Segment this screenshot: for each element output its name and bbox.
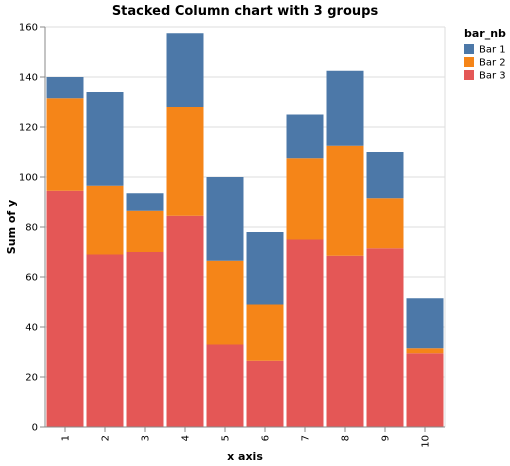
legend-swatch-bar-3 [464,70,474,80]
bar-bar-3-10 [406,353,444,427]
bar-bar-2-7 [286,158,324,240]
chart-title: Stacked Column chart with 3 groups [112,4,379,19]
y-tick-label: 40 [25,323,38,334]
bar-bar-1-9 [366,152,404,199]
bar-bar-1-10 [406,298,444,349]
bar-bar-2-5 [206,260,244,345]
bar-bar-3-2 [86,254,124,427]
legend-label-bar-2: Bar 2 [479,58,506,69]
bar-bar-2-2 [86,185,124,255]
x-tick-label: 8 [341,435,352,441]
bar-bar-3-4 [166,215,204,427]
y-tick-label: 20 [25,373,38,384]
bar-bar-2-1 [46,98,84,191]
x-axis-title: x axis [227,450,263,463]
bar-bar-2-6 [246,304,284,361]
x-tick-label: 10 [421,435,432,448]
y-tick-label: 60 [25,273,38,284]
y-axis-title: Sum of y [5,200,18,254]
legend-label-bar-3: Bar 3 [479,71,506,82]
legend-items: Bar 1 Bar 2 Bar 3 [464,44,506,82]
x-tick-label: 9 [381,435,392,441]
bar-bar-1-1 [46,77,84,99]
legend-swatch-bar-1 [464,44,474,54]
legend-label-bar-1: Bar 1 [479,45,506,56]
y-tick-label: 0 [32,423,38,434]
bar-bar-1-6 [246,232,284,305]
x-tick-label: 5 [221,435,232,441]
bars [46,33,444,427]
x-tick-label: 7 [301,435,312,441]
y-tick-label: 80 [25,223,38,234]
x-tick-label: 3 [141,435,152,441]
y-tick-label: 160 [19,23,38,34]
bar-bar-3-8 [326,255,364,427]
x-tick-label: 2 [101,435,112,441]
bar-bar-1-2 [86,92,124,186]
y-tick-label: 120 [19,123,38,134]
bar-bar-3-9 [366,248,404,427]
y-tick-label: 100 [19,173,38,184]
bar-bar-2-3 [126,210,164,252]
bar-bar-3-3 [126,252,164,427]
bar-bar-1-7 [286,114,324,159]
bar-bar-3-5 [206,344,244,427]
bar-bar-3-7 [286,239,324,427]
bar-bar-2-4 [166,107,204,216]
x-tick-label: 1 [61,435,72,441]
bar-bar-1-5 [206,177,244,261]
bar-bar-3-1 [46,190,84,427]
x-tick-label: 6 [261,435,272,441]
bar-bar-2-8 [326,145,364,256]
legend-title: bar_nb [464,27,506,40]
bar-bar-2-9 [366,198,404,249]
bar-bar-1-4 [166,33,204,107]
bar-bar-1-8 [326,70,364,146]
legend-swatch-bar-2 [464,57,474,67]
x-tick-label: 4 [181,435,192,441]
bar-bar-3-6 [246,360,284,427]
legend: bar_nb Bar 1 Bar 2 Bar 3 [464,27,506,82]
axes: 0 20 40 60 80 100 120 140 160 1 2 3 4 5 6 7 8 9 10 [19,23,445,448]
bar-bar-1-3 [126,193,164,211]
bar-bar-2-10 [406,348,444,354]
y-tick-label: 140 [19,73,38,84]
